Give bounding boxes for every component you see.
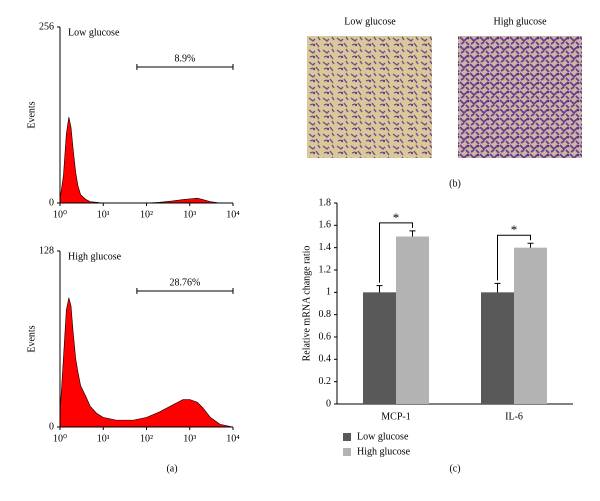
error-bar: [409, 230, 416, 237]
y-tick-label: 256: [39, 21, 54, 32]
y-tick-label: 1: [326, 287, 331, 298]
chart-title: High glucose: [68, 251, 122, 262]
x-tick-label: MCP-1: [381, 411, 410, 422]
significance-bracket: [497, 234, 531, 281]
bar: [514, 247, 547, 404]
y-tick-label: 1.8: [319, 197, 332, 208]
significance-bracket: [379, 222, 413, 283]
y-tick-label: 0.8: [319, 309, 332, 320]
x-tick-label: 10⁰: [53, 433, 67, 444]
panel-label: (a): [166, 463, 177, 474]
y-tick-label: 1.2: [319, 264, 332, 275]
error-bar: [527, 242, 534, 248]
x-tick-label: IL-6: [505, 411, 523, 422]
y-tick-label: 128: [39, 245, 54, 256]
y-tick-label: 0: [49, 421, 54, 432]
micrograph: [307, 36, 432, 158]
significance-mark: *: [393, 210, 400, 225]
error-bar: [376, 285, 383, 293]
x-tick-label: 10³: [183, 433, 196, 444]
panel-label: (c): [449, 463, 460, 474]
y-tick-label: 1.4: [319, 242, 332, 253]
bar: [481, 292, 514, 404]
histogram-area: [59, 297, 234, 428]
x-tick-label: 10⁴: [226, 209, 240, 220]
error-bar: [494, 282, 501, 293]
significance-mark: *: [511, 222, 518, 237]
axis: [59, 27, 233, 204]
bar: [363, 292, 396, 404]
micrograph: [458, 36, 582, 158]
y-tick-label: 0: [49, 197, 54, 208]
x-tick-label: 10⁰: [53, 209, 67, 220]
y-axis-label: Events: [26, 325, 37, 352]
x-tick-label: 10⁴: [226, 433, 240, 444]
x-tick-label: 10¹: [97, 433, 110, 444]
legend-label: Low glucose: [357, 431, 409, 442]
histogram-area: [59, 117, 233, 204]
y-tick-label: 0: [326, 398, 331, 409]
x-tick-label: 10³: [183, 209, 196, 220]
legend-swatch: [343, 448, 351, 456]
image-caption: High glucose: [493, 16, 547, 27]
y-tick-label: 0.2: [319, 376, 332, 387]
panel-label: (b): [449, 178, 461, 189]
image-caption: Low glucose: [344, 16, 396, 27]
y-tick-label: 1.6: [319, 220, 332, 231]
y-tick-label: 0.6: [319, 331, 332, 342]
y-axis-label: Events: [26, 101, 37, 128]
bar: [396, 236, 429, 404]
chart-title: Low glucose: [68, 27, 120, 38]
gate-label: 8.9%: [175, 53, 196, 64]
x-tick-label: 10²: [140, 209, 153, 220]
legend-swatch: [343, 433, 351, 441]
y-tick-label: 0.4: [319, 354, 332, 365]
legend-label: High glucose: [357, 446, 411, 457]
y-axis-label: Relative mRNA change ratio: [301, 246, 312, 362]
x-tick-label: 10¹: [97, 209, 110, 220]
x-tick-label: 10²: [140, 433, 153, 444]
gate-label: 28.76%: [170, 277, 201, 288]
